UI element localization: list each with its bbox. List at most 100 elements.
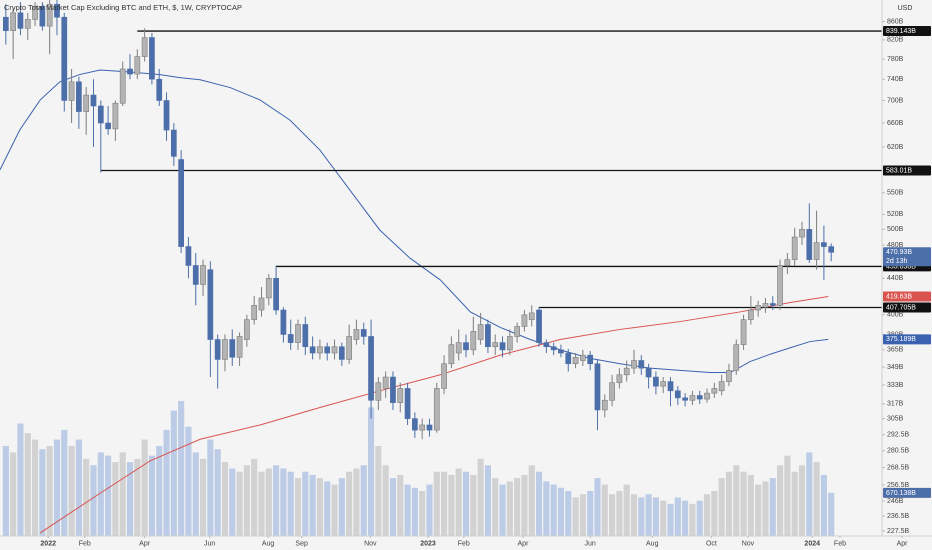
candle-body: [127, 68, 133, 75]
x-tick-label: Apr: [897, 540, 909, 547]
x-tick-label: Aug: [262, 540, 275, 547]
volume-bar: [535, 471, 543, 536]
candle-body: [521, 314, 528, 327]
volume-tag: [883, 487, 931, 498]
moving-average-tag: [883, 334, 931, 345]
candle-body: [682, 397, 688, 401]
candle-body: [718, 381, 725, 392]
x-tick-label: Feb: [458, 540, 470, 547]
candle-body: [149, 37, 155, 80]
volume-bar: [828, 492, 835, 536]
volume-bar: [273, 465, 280, 536]
candle-body: [97, 105, 104, 124]
candle-body: [572, 356, 579, 365]
candle-body: [280, 309, 287, 335]
volume-bar: [441, 471, 448, 536]
candle-body: [309, 346, 316, 354]
candle-body: [477, 324, 484, 340]
candle-body: [46, 3, 53, 27]
candle-body: [39, 6, 46, 27]
candle-body: [68, 81, 75, 101]
candle-body: [587, 354, 594, 365]
volume-bar: [433, 471, 440, 536]
volume-bar: [192, 452, 199, 536]
candle-body: [404, 388, 411, 419]
volume-bar: [572, 497, 579, 536]
candle-body: [784, 259, 791, 266]
volume-bar: [221, 462, 229, 536]
volume-bar: [112, 462, 119, 536]
volume-bar: [214, 449, 221, 536]
volume-bar: [769, 478, 776, 536]
candle-body: [711, 388, 718, 394]
level-tag: [883, 26, 931, 37]
candle-body: [236, 336, 243, 358]
candle-body: [397, 388, 404, 403]
volume-bar: [660, 500, 667, 536]
volume-bar: [2, 446, 9, 536]
moving-average-label: 419.63B: [886, 293, 912, 300]
volume-bar: [470, 474, 477, 536]
volume-bar: [207, 439, 214, 536]
candle-body: [302, 324, 309, 348]
candle-body: [653, 376, 659, 387]
candle-body: [821, 242, 827, 247]
candle-body: [609, 382, 615, 401]
volume-bar: [236, 471, 243, 536]
volume-bar: [75, 439, 82, 536]
volume-bar: [725, 471, 733, 536]
volume-bar: [353, 468, 360, 536]
candle-body: [601, 399, 608, 411]
y-tick-label: 700B: [887, 97, 904, 104]
candle-body: [448, 344, 455, 365]
candle-body: [112, 102, 119, 130]
volume-bar: [68, 446, 75, 536]
x-tick-label: Apr: [139, 540, 151, 547]
y-tick-label: 317B: [887, 401, 904, 408]
volume-bar: [10, 452, 17, 536]
candle-body: [426, 424, 433, 431]
volume-bar: [163, 429, 170, 536]
volume-bar: [740, 471, 747, 536]
level-label: 407.705B: [886, 304, 916, 311]
candle-body: [32, 6, 38, 20]
y-tick-label: 440B: [887, 275, 904, 282]
y-tick-label: 860B: [887, 18, 904, 25]
y-tick-label: 740B: [887, 76, 904, 83]
volume-bar: [53, 439, 61, 536]
candle-body: [806, 229, 813, 260]
volume-bar: [499, 484, 506, 536]
level-label: 453.838B: [886, 263, 916, 270]
x-tick-label: Sep: [295, 540, 308, 547]
candle-body: [170, 129, 177, 157]
volume-bar: [696, 500, 703, 536]
x-tick-label: Jun: [204, 540, 215, 547]
volume-bar: [689, 503, 696, 536]
candle-body: [455, 342, 462, 354]
candle-body: [163, 100, 170, 131]
volume-bar: [703, 494, 711, 536]
volume-bar: [594, 478, 601, 536]
volume-bar: [287, 471, 294, 536]
volume-bar: [462, 471, 470, 536]
volume-bar: [667, 503, 674, 536]
moving-average: [39, 295, 829, 534]
candle-body: [222, 339, 228, 360]
volume-bar: [309, 474, 316, 536]
candle-body: [10, 12, 17, 31]
volume-bar: [674, 497, 681, 536]
volume-bar: [506, 481, 513, 536]
candle-body: [295, 324, 301, 343]
volume-bar: [148, 455, 155, 536]
volume-bar: [338, 478, 345, 536]
volume-bar: [718, 478, 725, 536]
volume-bar: [543, 481, 550, 536]
x-tick-label: Oct: [706, 540, 717, 547]
candle-body: [368, 336, 374, 401]
y-tick-label: 365B: [887, 347, 904, 354]
volume-bar: [777, 465, 784, 536]
candle-body: [251, 305, 258, 320]
candle-body: [61, 16, 68, 101]
volume-bar: [360, 465, 367, 536]
